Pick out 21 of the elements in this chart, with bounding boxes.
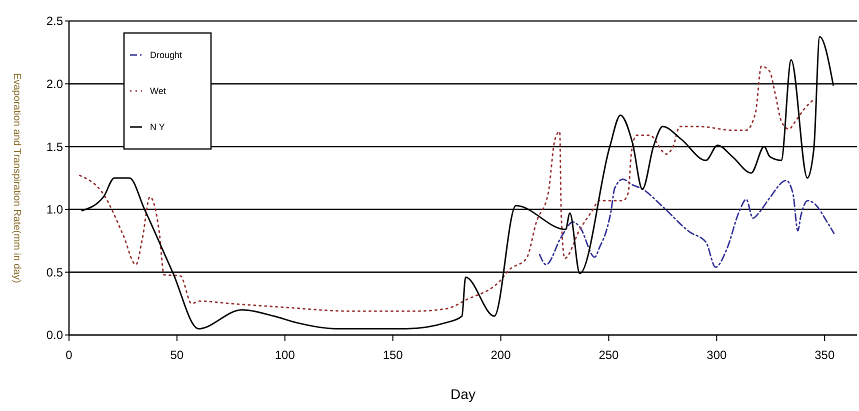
y-tick-label: 1.0 [46, 202, 64, 217]
x-tick-label: 150 [382, 348, 404, 362]
x-tick-label: 350 [814, 348, 835, 362]
x-axis-title: Day [450, 386, 476, 402]
x-tick-label: 100 [274, 348, 296, 362]
legend-label: N Y [150, 122, 165, 132]
y-tick-label: 0.5 [46, 265, 64, 280]
x-tick-label: 0 [66, 348, 73, 362]
line-series [79, 65, 814, 312]
y-tick-label: 1.5 [46, 140, 64, 154]
x-tick-label: 200 [490, 348, 512, 362]
line-series [538, 178, 835, 268]
x-tick-label: 50 [170, 348, 184, 362]
x-tick-label: 250 [598, 348, 620, 362]
y-tick-label: 2.5 [46, 14, 64, 28]
y-axis-title: Evaporation and Transpiration Rate(mm in day) [11, 72, 22, 284]
y-tick-label: 0.0 [46, 328, 64, 342]
y-tick-label: 2.0 [46, 77, 64, 91]
legend-label: Wet [150, 86, 166, 96]
x-tick-label: 300 [706, 348, 728, 362]
legend-label: Drought [150, 50, 183, 60]
